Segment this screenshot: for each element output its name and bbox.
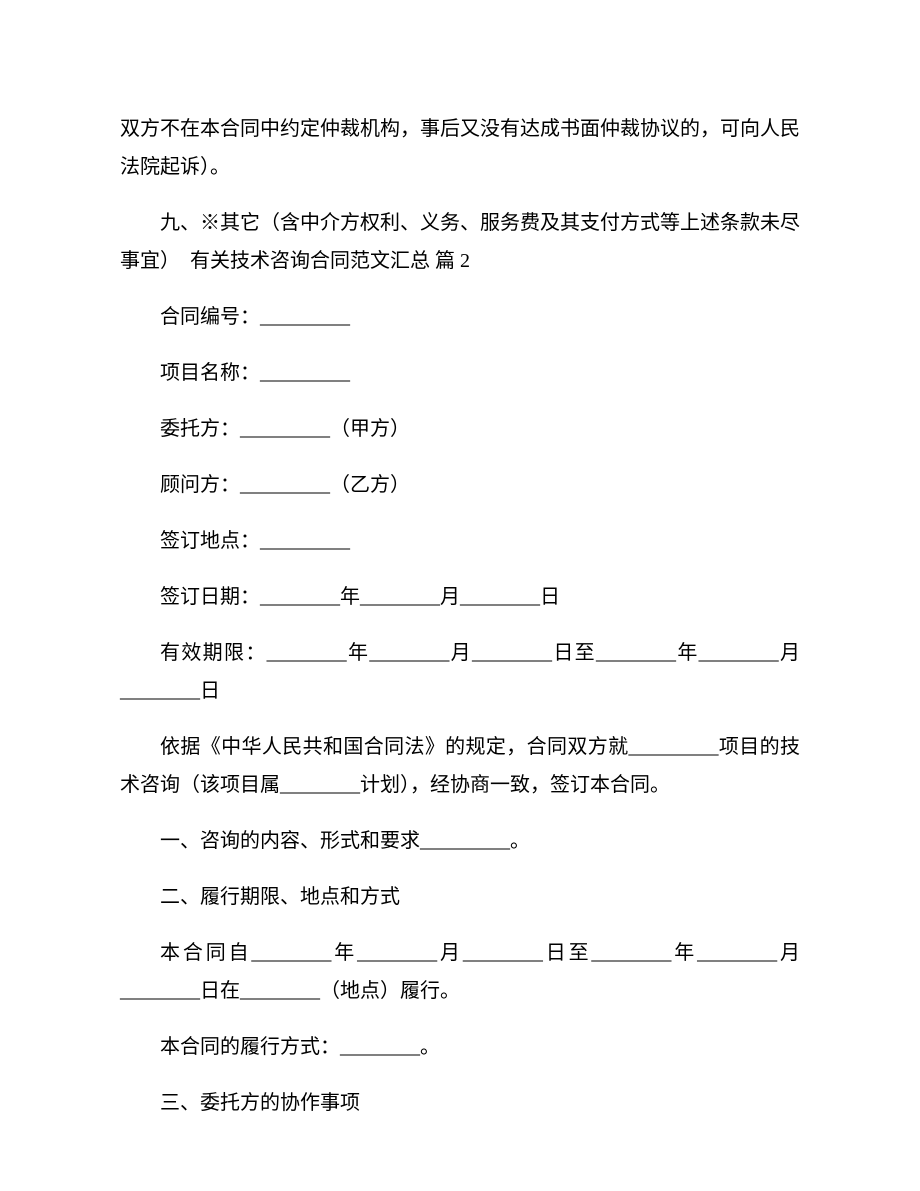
paragraph-project-name: 项目名称：_________ xyxy=(120,354,800,392)
paragraph-contract-number: 合同编号：_________ xyxy=(120,298,800,336)
paragraph-section-two: 二、履行期限、地点和方式 xyxy=(120,878,800,916)
paragraph-validity-period: 有效期限：________年________月________日至_______… xyxy=(120,634,800,710)
paragraph-dispute: 双方不在本合同中约定仲裁机构，事后又没有达成书面仲裁协议的，可向人民法院起诉）。 xyxy=(120,110,800,186)
paragraph-performance-method: 本合同的履行方式：________。 xyxy=(120,1028,800,1066)
paragraph-section-one: 一、咨询的内容、形式和要求_________。 xyxy=(120,822,800,860)
paragraph-section-nine: 九、※其它（含中介方权利、义务、服务费及其支付方式等上述条款未尽事宜） 有关技术… xyxy=(120,204,800,280)
paragraph-signing-location: 签订地点：_________ xyxy=(120,522,800,560)
paragraph-signing-date: 签订日期：________年________月________日 xyxy=(120,578,800,616)
paragraph-basis: 依据《中华人民共和国合同法》的规定，合同双方就_________项目的技术咨询（… xyxy=(120,728,800,804)
paragraph-client: 委托方：_________（甲方） xyxy=(120,410,800,448)
paragraph-consultant: 顾问方：_________（乙方） xyxy=(120,466,800,504)
paragraph-section-three: 三、委托方的协作事项 xyxy=(120,1084,800,1122)
paragraph-contract-period: 本合同自________年________月________日至________… xyxy=(120,934,800,1010)
